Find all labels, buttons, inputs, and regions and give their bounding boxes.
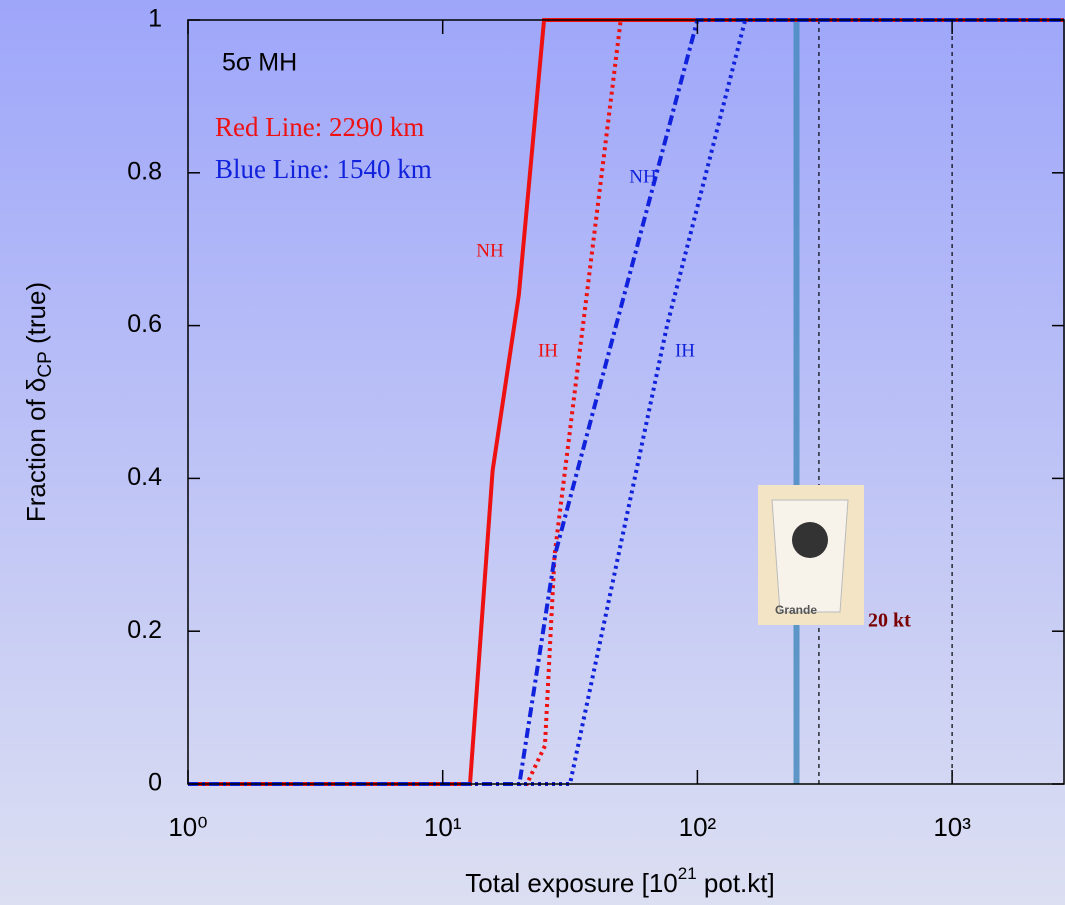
annotation: 5σ MH (222, 49, 297, 77)
series-label: IH (675, 340, 695, 361)
x-label-part: pot.kt] (697, 868, 775, 898)
annotation: Blue Line: 1540 km (215, 154, 432, 184)
frame (187, 19, 1065, 785)
y-label-part: Fraction of δ (21, 378, 51, 523)
y-tick-label: 1 (148, 5, 162, 33)
annotation: Grande (775, 603, 817, 617)
y-tick-label: 0 (148, 769, 162, 797)
series-label: NH (629, 166, 657, 187)
y-tick-label: 0.6 (127, 310, 162, 338)
y-tick-label: 0.2 (127, 616, 162, 644)
y-label-part: CP (35, 351, 56, 377)
series-label: IH (538, 340, 558, 361)
x-tick-label: 10² (679, 812, 717, 842)
cup-logo (792, 522, 828, 558)
y-axis-label: Fraction of δCP (true) (21, 282, 56, 522)
y-tick-label: 0.4 (127, 463, 162, 491)
annotation: Red Line: 2290 km (215, 112, 424, 142)
x-label-part: 21 (678, 864, 697, 883)
x-tick-label: 10¹ (424, 812, 462, 842)
x-tick-label: 10³ (933, 812, 971, 842)
x-tick-label: 10⁰ (168, 812, 207, 842)
y-tick-label: 0.8 (127, 157, 162, 185)
annotation: 20 kt (868, 610, 911, 632)
x-axis-label: Total exposure [1021 pot.kt] (465, 864, 774, 897)
y-label-part: (true) (21, 282, 51, 351)
x-label-part: Total exposure [10 (465, 868, 677, 898)
series-label: NH (476, 240, 504, 261)
